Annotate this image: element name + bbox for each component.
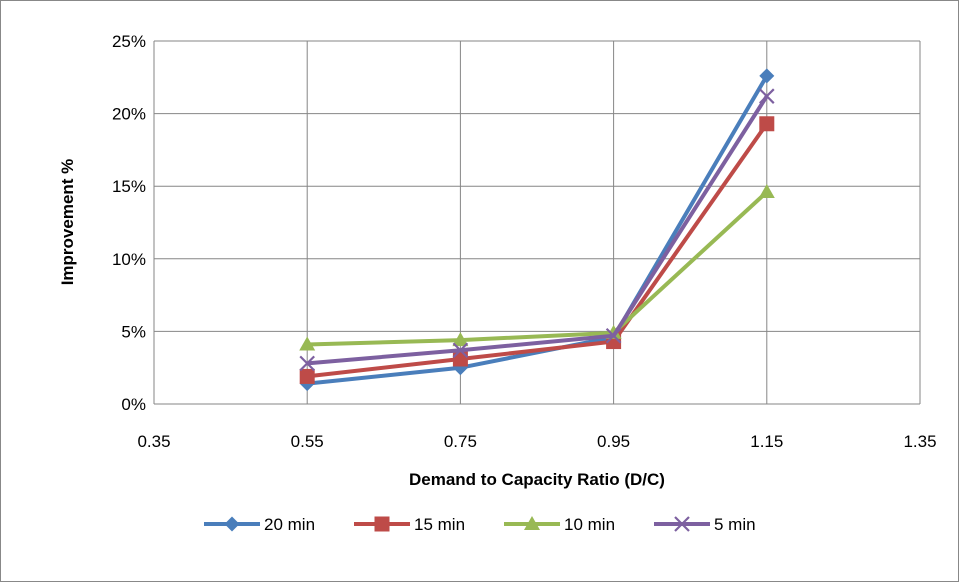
x-tick-label: 1.15 — [750, 432, 783, 451]
legend-marker — [674, 516, 690, 532]
data-point — [452, 342, 469, 359]
legend-label: 10 min — [564, 515, 615, 534]
data-point — [759, 68, 775, 84]
legend-marker — [524, 516, 540, 530]
x-tick-label: 0.55 — [291, 432, 324, 451]
legend-entry: 20 min — [204, 515, 315, 534]
x-tick-label: 0.75 — [444, 432, 477, 451]
series-line — [306, 74, 769, 386]
y-tick-label: 5% — [121, 322, 146, 341]
legend-label: 15 min — [414, 515, 465, 534]
series-10-min — [299, 184, 775, 351]
x-axis-title: Demand to Capacity Ratio (D/C) — [409, 470, 665, 489]
data-point — [759, 88, 775, 104]
legend: 20 min 15 min 10 min 5 min — [204, 515, 756, 534]
data-point — [299, 355, 315, 372]
legend-label: 5 min — [714, 515, 756, 534]
data-point — [759, 116, 775, 132]
series-5-min — [299, 88, 775, 372]
legend-marker — [374, 516, 390, 532]
x-tick-label: 0.35 — [137, 432, 170, 451]
legend-entry: 5 min — [654, 515, 756, 534]
data-point — [452, 332, 469, 347]
legend-entry: 10 min — [504, 515, 615, 534]
legend-entry: 15 min — [354, 515, 465, 534]
legend-label: 20 min — [264, 515, 315, 534]
data-point — [758, 184, 775, 199]
x-axis-ticks: 0.35 0.55 0.75 0.95 1.15 1.35 — [137, 432, 936, 451]
y-tick-label: 20% — [112, 105, 146, 124]
series-line — [306, 122, 769, 379]
x-tick-label: 0.95 — [597, 432, 630, 451]
data-point — [299, 336, 316, 351]
x-tick-label: 1.35 — [903, 432, 936, 451]
data-point — [299, 368, 315, 384]
data-point — [452, 351, 468, 367]
y-axis-ticks: 0% 5% 10% 15% 20% 25% — [112, 32, 146, 414]
y-tick-label: 25% — [112, 32, 146, 51]
series-line — [307, 190, 769, 347]
y-tick-label: 15% — [112, 177, 146, 196]
legend-marker — [224, 516, 240, 532]
y-axis-title: Improvement % — [58, 159, 77, 286]
data-point — [605, 327, 622, 344]
series-line — [307, 95, 769, 366]
y-tick-label: 10% — [112, 250, 146, 269]
y-tick-label: 0% — [121, 395, 146, 414]
series-layer — [299, 68, 775, 392]
